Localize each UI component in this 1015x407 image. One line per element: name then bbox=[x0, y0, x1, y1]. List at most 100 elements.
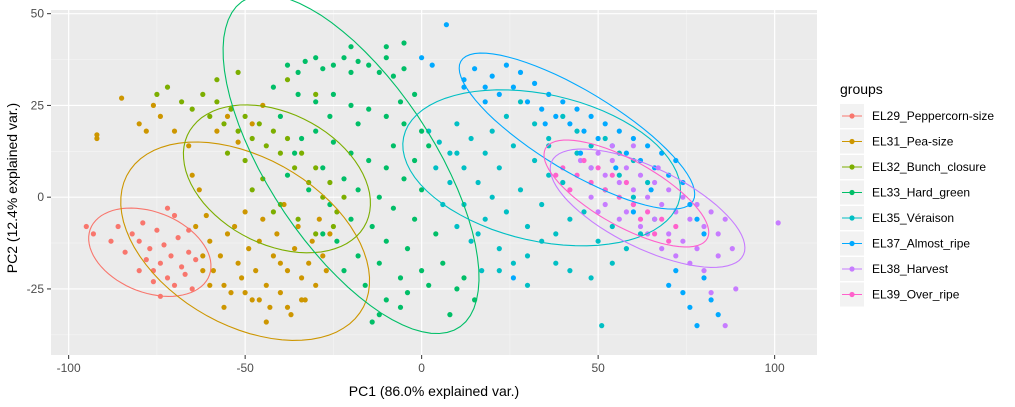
data-point bbox=[270, 84, 276, 90]
data-point bbox=[200, 253, 206, 259]
data-point bbox=[630, 209, 637, 215]
data-point bbox=[140, 220, 146, 226]
data-point bbox=[419, 128, 425, 134]
data-point bbox=[267, 304, 273, 310]
data-point bbox=[224, 231, 231, 237]
data-point bbox=[330, 223, 336, 230]
legend-label: EL32_Bunch_closure bbox=[872, 160, 986, 174]
data-point bbox=[320, 66, 326, 72]
y-tick-label: -25 bbox=[27, 282, 45, 296]
data-point bbox=[108, 238, 114, 244]
data-point bbox=[447, 150, 453, 156]
data-point bbox=[334, 238, 340, 244]
data-point bbox=[179, 264, 185, 270]
data-point bbox=[553, 260, 559, 266]
data-point bbox=[263, 319, 269, 325]
data-point bbox=[701, 275, 707, 281]
data-point bbox=[313, 99, 319, 105]
data-point bbox=[419, 187, 425, 193]
data-point bbox=[242, 209, 248, 215]
data-point bbox=[313, 282, 319, 288]
data-point bbox=[309, 238, 315, 244]
data-point bbox=[284, 62, 291, 68]
data-point bbox=[729, 246, 735, 252]
data-point bbox=[652, 216, 658, 222]
data-point bbox=[348, 216, 354, 222]
data-point bbox=[616, 179, 622, 186]
legend-label: EL39_Over_ripe bbox=[872, 288, 960, 302]
data-point bbox=[694, 216, 700, 222]
data-point bbox=[517, 187, 524, 193]
data-point bbox=[659, 216, 665, 222]
data-point bbox=[666, 231, 672, 237]
data-point bbox=[334, 209, 340, 215]
data-point bbox=[687, 216, 693, 222]
data-point bbox=[722, 216, 728, 222]
data-point bbox=[355, 58, 361, 64]
data-point bbox=[362, 282, 368, 288]
data-point bbox=[715, 312, 721, 318]
data-point bbox=[221, 121, 227, 127]
data-point bbox=[341, 55, 347, 61]
data-point bbox=[150, 279, 156, 285]
legend-label: EL35_Véraison bbox=[872, 211, 954, 225]
data-point bbox=[277, 260, 283, 266]
data-point bbox=[270, 128, 276, 134]
data-point bbox=[348, 44, 354, 50]
data-point bbox=[316, 216, 322, 222]
data-point bbox=[595, 165, 601, 171]
legend-label: EL38_Harvest bbox=[872, 262, 949, 276]
data-point bbox=[295, 223, 301, 230]
data-point bbox=[588, 275, 594, 281]
data-point bbox=[207, 113, 213, 119]
data-point bbox=[214, 77, 220, 83]
data-point bbox=[426, 143, 432, 149]
data-point bbox=[171, 128, 178, 134]
data-point bbox=[652, 179, 658, 186]
x-tick-label: -100 bbox=[57, 361, 81, 375]
data-point bbox=[599, 323, 605, 329]
y-axis-ticks: -25 0 25 50 bbox=[27, 7, 51, 296]
data-point bbox=[461, 275, 467, 281]
data-point bbox=[567, 268, 573, 274]
data-point bbox=[482, 150, 488, 156]
data-point bbox=[482, 84, 488, 90]
data-point bbox=[207, 238, 213, 244]
x-tick-label: -50 bbox=[236, 361, 254, 375]
data-point bbox=[397, 275, 404, 281]
data-point bbox=[616, 128, 622, 134]
data-point bbox=[90, 231, 96, 237]
data-point bbox=[577, 150, 584, 156]
data-point bbox=[412, 216, 418, 222]
legend-label: EL33_Hard_green bbox=[872, 186, 970, 200]
data-point bbox=[189, 286, 195, 292]
data-point bbox=[270, 209, 276, 215]
legend-items: EL29_Peppercorn-size EL31_Pea-size EL32_Bu… bbox=[840, 104, 994, 307]
data-point bbox=[284, 135, 291, 142]
data-point bbox=[489, 194, 495, 200]
data-point bbox=[235, 128, 241, 134]
data-point bbox=[186, 227, 192, 233]
data-point bbox=[489, 73, 495, 79]
data-point bbox=[546, 172, 552, 178]
data-point bbox=[680, 238, 686, 244]
data-point bbox=[235, 139, 241, 145]
data-point bbox=[355, 253, 361, 259]
x-tick-label: 100 bbox=[765, 361, 785, 375]
data-point bbox=[637, 172, 644, 178]
data-point bbox=[412, 91, 418, 97]
x-axis-ticks: -100 -50 0 50 100 bbox=[57, 355, 785, 375]
data-point bbox=[263, 282, 269, 288]
data-point bbox=[376, 260, 382, 266]
data-point bbox=[179, 99, 185, 105]
data-point bbox=[517, 69, 524, 75]
data-point bbox=[189, 172, 195, 178]
x-tick-label: 0 bbox=[418, 361, 425, 375]
legend-title: groups bbox=[840, 81, 883, 97]
data-point bbox=[299, 297, 305, 303]
data-point bbox=[616, 216, 622, 222]
data-point bbox=[270, 253, 276, 259]
data-point bbox=[232, 223, 238, 230]
data-point bbox=[404, 246, 411, 252]
data-point bbox=[164, 275, 171, 281]
